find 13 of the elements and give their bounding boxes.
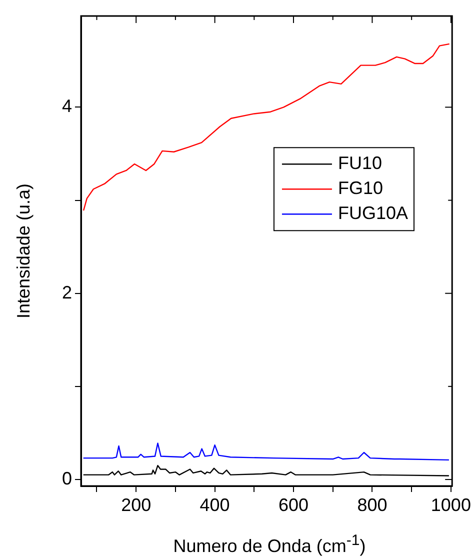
y-tick-label: 0	[62, 468, 72, 488]
x-tick-label: 400	[200, 494, 230, 515]
x-tick-label: 600	[278, 494, 309, 515]
x-tick-label: 1000	[430, 494, 471, 515]
y-axis-title: Intensidade (u.a)	[14, 183, 34, 319]
y-tick-label: 2	[62, 282, 72, 302]
y-tick-label: 4	[62, 96, 72, 116]
x-tick-label: 800	[357, 494, 388, 515]
x-axis-title: Numero de Onda (cm$^{-1}$)	[172, 532, 367, 557]
legend-label: FU10	[338, 153, 382, 174]
x-tick-label: 200	[121, 494, 152, 515]
legend-label: FUG10A	[338, 203, 408, 224]
legend-label: FG10	[338, 178, 384, 198]
